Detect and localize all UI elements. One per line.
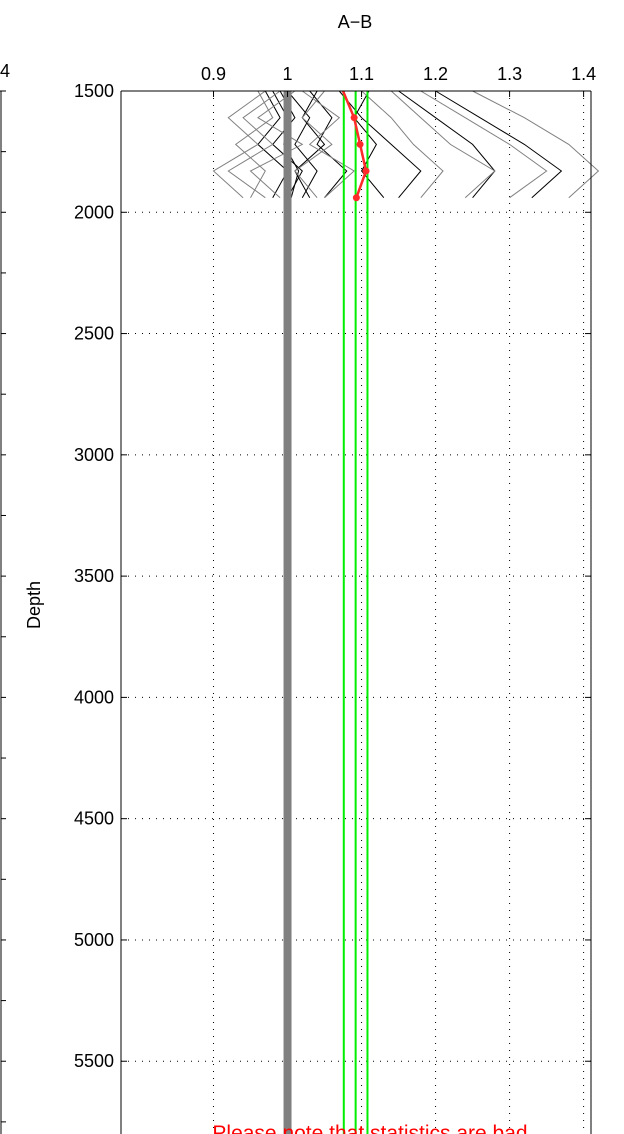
individual-profile-line [398,90,496,199]
y-tick-label: 2000 [74,202,114,222]
individual-profile-line [294,90,333,199]
individual-profile-line [309,90,348,199]
individual-profile-line [227,90,281,199]
y-axis-label: Depth [24,581,44,629]
individual-profile-line [294,90,326,198]
y-tick-label: 4500 [74,809,114,829]
individual-profile-line [420,90,548,199]
individual-profile-line [435,90,563,199]
y-tick-label: 5000 [74,930,114,950]
y-tick-label: 3000 [74,445,114,465]
x-tick-label: 1.4 [571,64,596,84]
individual-profile-line [472,90,600,199]
mean-profile-point [352,194,360,202]
individual-profile-line [353,90,385,199]
left-panel-tick-label: 4 [0,61,10,81]
x-tick-label: 1.3 [497,64,522,84]
x-tick-label: 0.9 [201,64,226,84]
x-tick-label: 1 [283,64,293,84]
y-tick-label: 1500 [74,81,114,101]
x-tick-label: 1.2 [423,64,448,84]
y-tick-label: 3500 [74,566,114,586]
profiles-layer [212,90,600,199]
individual-profile-line [302,90,355,199]
y-tick-label: 2500 [74,324,114,344]
mean-profile-layer [341,90,370,202]
x-tick-label: 1.1 [349,64,374,84]
statistics-note: Please note that statistics are bad [212,1122,527,1134]
axes-layer: 0.9 1 1.1 1.2 1.3 1.4 1500 2000 2500 3000 3500 4000… [74,64,596,1134]
individual-profile-line [338,90,422,199]
mean-profile-point [356,140,364,148]
individual-profile-line [390,90,496,199]
mean-profile-point [350,114,358,122]
left-panel-fragment: 4 [0,61,10,1134]
y-tick-label: 5500 [74,1051,114,1071]
mean-profile-point [362,167,370,175]
reference-lines-layer [283,91,369,1134]
individual-profile-line [361,90,444,199]
individual-profile-line [234,90,274,198]
chart-title: A−B [338,12,373,32]
individual-profile-line [212,90,266,199]
y-tick-label: 4000 [74,687,114,707]
individual-profile-line [287,90,318,198]
